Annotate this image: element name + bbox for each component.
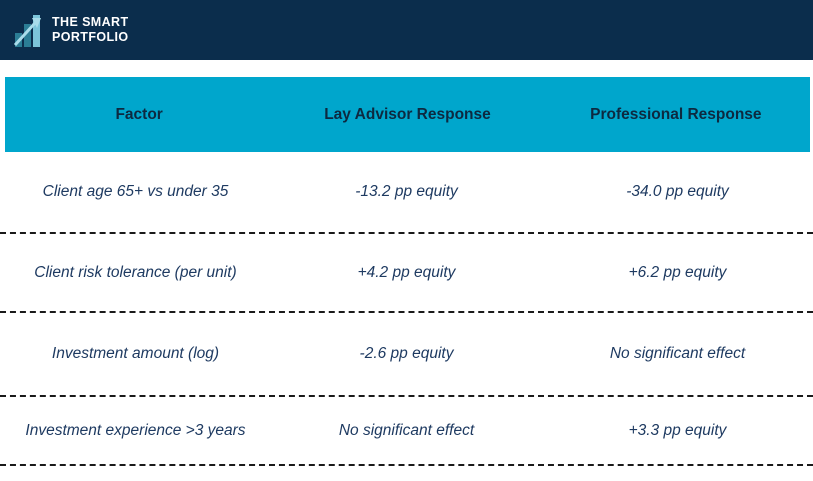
lay-response-cell: +4.2 pp equity: [357, 263, 456, 281]
brand-name-line1: THE SMART: [52, 15, 129, 29]
app-header: THE SMART PORTFOLIO: [0, 0, 813, 60]
table-body: Client age 65+ vs under 35 -13.2 pp equi…: [0, 152, 813, 466]
table-row: Investment experience >3 years No signif…: [0, 397, 813, 466]
lay-response-cell: -13.2 pp equity: [355, 183, 458, 200]
column-header-lay-advisor: Lay Advisor Response: [324, 105, 491, 123]
lay-response-cell: -2.6 pp equity: [359, 345, 454, 362]
header-spacer: [0, 60, 813, 77]
column-header-professional: Professional Response: [590, 105, 762, 123]
brand-name: THE SMART PORTFOLIO: [52, 15, 129, 45]
brand-name-line2: PORTFOLIO: [52, 30, 129, 44]
pro-response-cell: No significant effect: [609, 345, 746, 362]
table-row: Client risk tolerance (per unit) +4.2 pp…: [0, 234, 813, 313]
factor-cell: Client age 65+ vs under 35: [42, 183, 229, 200]
column-header-factor: Factor: [115, 105, 163, 123]
factor-cell: Investment amount (log): [51, 345, 220, 362]
pro-response-cell: +3.3 pp equity: [628, 421, 727, 439]
pro-response-cell: +6.2 pp equity: [628, 263, 727, 281]
table-row: Investment amount (log) -2.6 pp equity N…: [0, 313, 813, 397]
table-header-row: Factor Lay Advisor Response Professional…: [5, 77, 810, 152]
brand-logo: THE SMART PORTFOLIO: [14, 12, 129, 49]
lay-response-cell: No significant effect: [338, 421, 475, 439]
factor-cell: Investment experience >3 years: [25, 421, 246, 439]
bar-chart-growth-icon: [14, 12, 43, 49]
pro-response-cell: -34.0 pp equity: [626, 183, 729, 200]
table-row: Client age 65+ vs under 35 -13.2 pp equi…: [0, 152, 813, 234]
regression-results-table: Factor Lay Advisor Response Professional…: [0, 77, 813, 466]
factor-cell: Client risk tolerance (per unit): [34, 263, 237, 281]
